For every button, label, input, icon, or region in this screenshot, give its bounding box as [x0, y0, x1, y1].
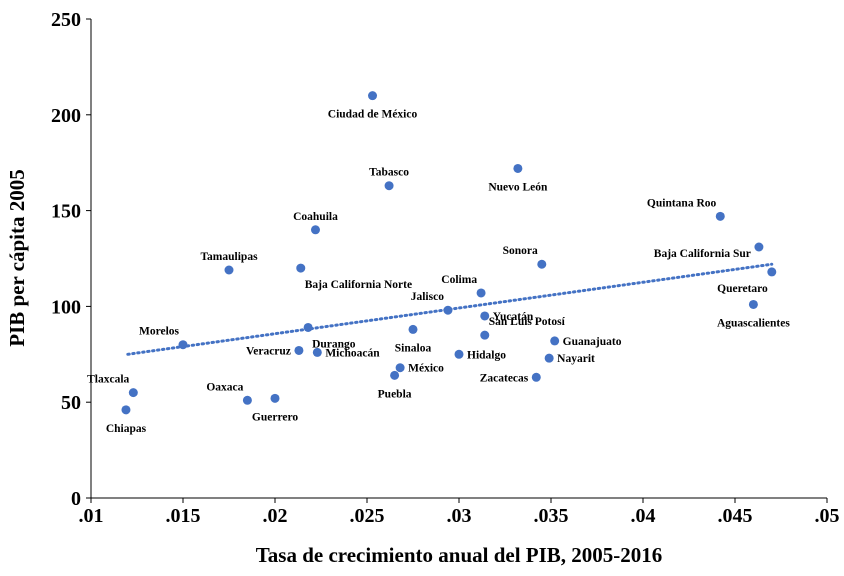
- point-label: Sonora: [503, 245, 538, 257]
- data-point: [544, 353, 554, 363]
- data-point: [480, 330, 490, 340]
- point-label: Hidalgo: [467, 349, 506, 361]
- y-tick-label: 200: [51, 105, 81, 127]
- x-tick-label: .04: [631, 505, 656, 527]
- y-tick-label: 100: [51, 296, 81, 318]
- data-point: [531, 372, 541, 382]
- point-label: Zacatecas: [480, 372, 529, 384]
- point-label: Oaxaca: [206, 381, 243, 393]
- point-label: San Luis Potosí: [489, 316, 566, 328]
- data-point: [310, 225, 320, 235]
- point-label: Veracruz: [246, 345, 291, 357]
- y-axis-title: PIB per cápita 2005: [5, 169, 29, 347]
- data-point: [476, 288, 486, 298]
- x-tick-label: .02: [263, 505, 288, 527]
- x-tick-label: .045: [718, 505, 753, 527]
- point-label: Nayarit: [557, 353, 595, 365]
- point-label: Guerrero: [252, 411, 298, 423]
- data-point: [480, 311, 490, 321]
- data-point: [408, 324, 418, 334]
- data-point: [748, 299, 758, 309]
- point-label: Yucatán: [493, 311, 534, 323]
- data-point: [454, 349, 464, 359]
- x-tick-label: .015: [166, 505, 201, 527]
- point-label: Michoacán: [325, 347, 380, 359]
- data-point: [550, 336, 560, 346]
- data-point: [270, 393, 280, 403]
- data-point: [390, 370, 400, 380]
- data-point: [303, 322, 313, 332]
- point-label: Queretaro: [717, 283, 768, 295]
- point-label: Baja California Sur: [654, 248, 751, 260]
- data-point: [128, 388, 138, 398]
- data-point: [513, 163, 523, 173]
- point-labels: Ciudad de México Tabasco Nuevo León Quintan…: [87, 109, 790, 435]
- y-tick-label: 150: [51, 201, 81, 223]
- x-tick-label: .03: [447, 505, 472, 527]
- data-point: [395, 363, 405, 373]
- point-label: Aguascalientes: [717, 317, 790, 329]
- point-label: Morelos: [139, 326, 180, 338]
- data-point: [368, 91, 378, 101]
- data-point: [296, 263, 306, 273]
- point-label: Quintana Roo: [647, 197, 717, 209]
- data-point: [242, 395, 252, 405]
- point-label: Coahuila: [293, 211, 338, 223]
- point-label: Puebla: [378, 388, 412, 400]
- point-label: Sinaloa: [395, 342, 432, 354]
- y-tick-label: 250: [51, 9, 81, 31]
- point-label: Tamaulipas: [200, 251, 258, 263]
- data-point: [178, 340, 188, 350]
- y-tick-label: 0: [71, 488, 81, 510]
- point-label: Jalisco: [411, 291, 444, 303]
- data-point: [715, 211, 725, 221]
- data-point: [121, 405, 131, 415]
- x-tick-label: .025: [350, 505, 385, 527]
- point-label: Durango: [312, 338, 356, 350]
- y-tick-label: 50: [61, 392, 81, 414]
- point-label: Colima: [441, 274, 477, 286]
- data-point: [754, 242, 764, 252]
- x-tick-label: .01: [79, 505, 104, 527]
- data-point: [767, 267, 777, 277]
- data-point: [312, 347, 322, 357]
- point-label: Tabasco: [369, 167, 409, 179]
- data-point: [384, 181, 394, 191]
- point-label: Nuevo León: [488, 181, 548, 193]
- point-label: Baja California Norte: [305, 279, 412, 291]
- data-point: [224, 265, 234, 275]
- point-label: Ciudad de México: [328, 109, 418, 121]
- point-label: Chiapas: [106, 423, 147, 435]
- data-point: [443, 305, 453, 315]
- x-tick-label: .035: [534, 505, 569, 527]
- axis-ticks: 0 50 100 150 200 250 .01 .015 .02 .025 .03 .035 .04.…: [51, 9, 840, 527]
- point-label: Tlaxcala: [87, 374, 129, 386]
- data-point: [294, 345, 304, 355]
- data-point: [537, 259, 547, 269]
- point-label: Guanajuato: [563, 336, 622, 348]
- x-tick-label: .05: [815, 505, 840, 527]
- data-points: [121, 91, 777, 415]
- point-label: México: [408, 363, 444, 375]
- x-axis-title: Tasa de crecimiento anual del PIB, 2005-…: [256, 543, 663, 567]
